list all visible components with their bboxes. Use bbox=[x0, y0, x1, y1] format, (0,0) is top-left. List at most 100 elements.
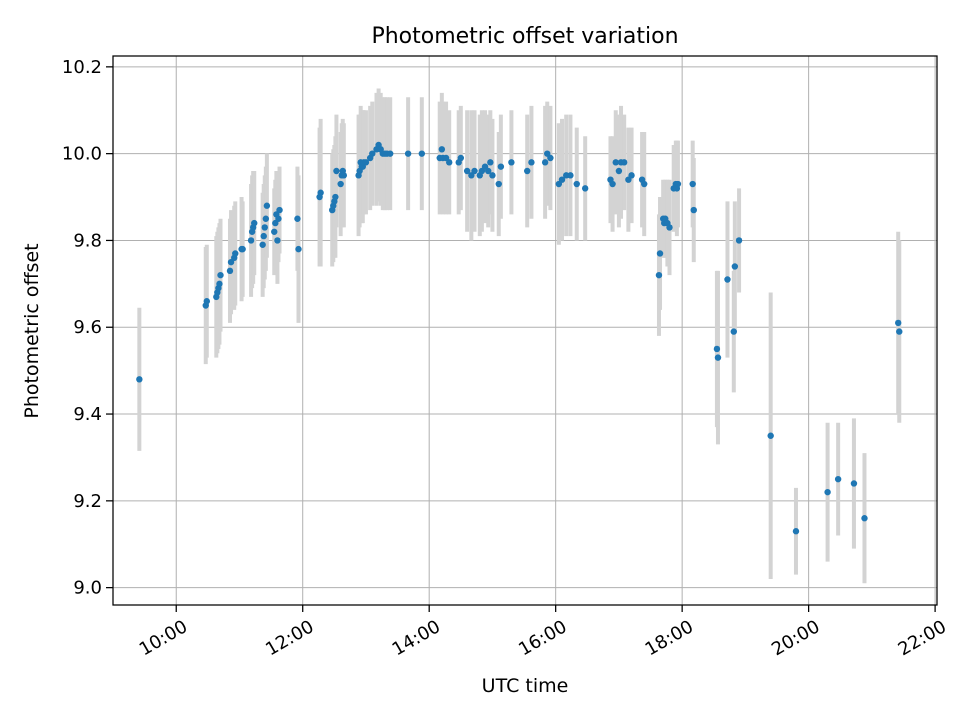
data-point bbox=[834, 475, 842, 483]
data-point bbox=[547, 154, 554, 162]
x-axis-ticks: 10:00 12:00 14:00 16:00 18:00 20:00 22:00 bbox=[136, 605, 950, 660]
data-point bbox=[317, 189, 324, 196]
data-point bbox=[239, 245, 246, 253]
data-point bbox=[714, 354, 722, 361]
data-point bbox=[690, 206, 697, 214]
data-point bbox=[485, 167, 492, 175]
data-point bbox=[612, 159, 619, 166]
y-tick-label: 10.0 bbox=[62, 144, 102, 165]
data-point bbox=[251, 219, 258, 227]
data-point bbox=[824, 488, 831, 496]
data-point bbox=[528, 159, 535, 166]
data-point bbox=[609, 180, 616, 188]
data-point bbox=[261, 224, 268, 231]
data-point bbox=[895, 319, 902, 327]
data-point bbox=[896, 328, 903, 335]
chart-title: Photometric offset variation bbox=[371, 24, 678, 49]
y-tick-label: 10.2 bbox=[62, 57, 102, 78]
data-point bbox=[850, 480, 858, 487]
y-tick-label: 9.8 bbox=[73, 230, 102, 251]
data-point bbox=[295, 245, 302, 253]
data-point bbox=[508, 159, 515, 166]
x-tick-label: 12:00 bbox=[262, 616, 317, 660]
data-point bbox=[581, 185, 589, 192]
data-point bbox=[362, 159, 370, 166]
data-point bbox=[489, 172, 496, 179]
data-point bbox=[260, 232, 267, 240]
data-point bbox=[713, 345, 721, 353]
data-point bbox=[438, 146, 446, 153]
data-point bbox=[524, 167, 531, 175]
data-point bbox=[495, 180, 502, 188]
x-tick-label: 16:00 bbox=[515, 616, 570, 660]
data-point bbox=[674, 180, 682, 188]
data-point bbox=[369, 150, 376, 157]
data-point bbox=[730, 328, 737, 335]
data-point bbox=[628, 172, 635, 179]
data-point bbox=[656, 250, 664, 257]
data-point bbox=[216, 280, 223, 288]
data-point bbox=[446, 159, 453, 166]
data-point bbox=[487, 159, 494, 166]
plot-frame bbox=[112, 55, 938, 606]
data-point bbox=[259, 241, 266, 248]
data-point bbox=[274, 237, 281, 244]
data-point bbox=[620, 159, 628, 166]
data-point bbox=[263, 202, 271, 209]
data-point bbox=[418, 150, 426, 157]
data-point bbox=[294, 215, 301, 222]
data-point bbox=[558, 176, 566, 183]
data-point bbox=[217, 271, 224, 279]
data-point bbox=[861, 515, 868, 522]
data-point bbox=[333, 167, 340, 175]
data-point bbox=[457, 154, 465, 162]
x-axis-label: UTC time bbox=[482, 675, 569, 697]
data-point bbox=[689, 180, 696, 188]
x-tick-label: 10:00 bbox=[136, 616, 191, 660]
grid-layer bbox=[113, 56, 937, 605]
data-point bbox=[276, 206, 283, 214]
data-point bbox=[724, 276, 731, 283]
data-point bbox=[337, 180, 344, 188]
y-tick-label: 9.0 bbox=[73, 578, 102, 599]
data-point bbox=[567, 172, 574, 179]
x-tick-label: 14:00 bbox=[389, 616, 444, 660]
data-point bbox=[471, 167, 478, 175]
y-tick-label: 9.2 bbox=[73, 491, 102, 512]
data-point bbox=[386, 150, 394, 157]
data-point bbox=[666, 224, 673, 231]
x-tick-label: 22:00 bbox=[895, 616, 950, 660]
errorbar-layer bbox=[137, 88, 902, 584]
data-point bbox=[655, 271, 663, 279]
data-point bbox=[271, 228, 278, 235]
data-point bbox=[767, 432, 774, 439]
data-point bbox=[275, 215, 282, 222]
data-point bbox=[541, 159, 549, 166]
data-point bbox=[497, 163, 505, 170]
data-point bbox=[247, 237, 255, 244]
y-tick-label: 9.6 bbox=[73, 317, 102, 338]
data-point bbox=[615, 167, 623, 175]
x-tick-label: 18:00 bbox=[642, 616, 697, 660]
data-point bbox=[232, 250, 239, 257]
y-axis-ticks: 9.0 9.2 9.4 9.6 9.8 10.0 10.2 bbox=[62, 57, 113, 599]
data-point bbox=[641, 180, 648, 188]
data-point bbox=[463, 167, 471, 175]
point-layer bbox=[136, 141, 903, 535]
data-point bbox=[226, 267, 234, 275]
data-point bbox=[136, 376, 143, 383]
y-tick-label: 9.4 bbox=[73, 404, 102, 425]
data-point bbox=[731, 263, 739, 270]
data-point bbox=[262, 215, 270, 222]
x-tick-label: 20:00 bbox=[768, 616, 823, 660]
y-axis-label: Photometric offset bbox=[21, 243, 43, 418]
data-point bbox=[203, 298, 211, 305]
data-point bbox=[332, 193, 339, 201]
data-point bbox=[573, 180, 580, 188]
data-point bbox=[404, 150, 412, 157]
data-point bbox=[735, 237, 743, 244]
data-point bbox=[792, 528, 800, 535]
data-point bbox=[340, 172, 348, 179]
